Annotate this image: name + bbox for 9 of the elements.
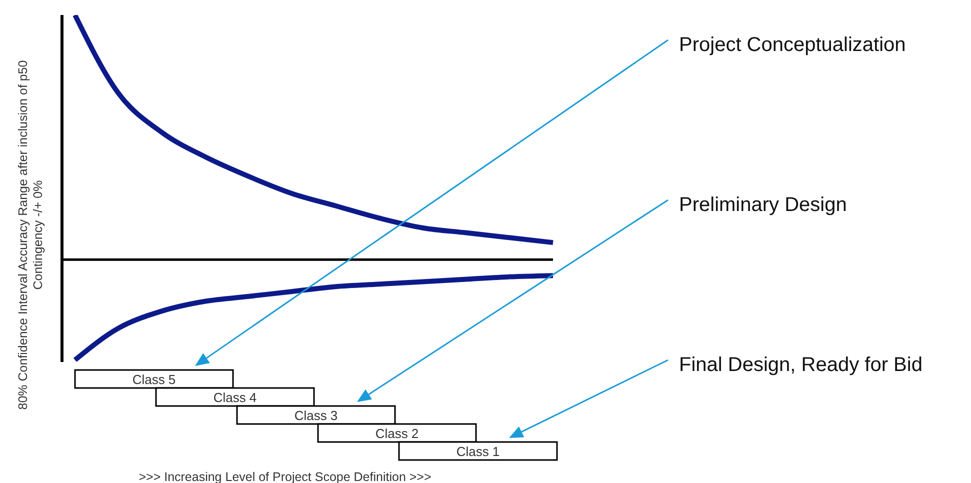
text: Class 5 (132, 372, 176, 387)
text: Class 3 (294, 408, 338, 423)
text: Project Conceptualization (679, 34, 906, 56)
text: Final Design, Ready for Bid (679, 354, 922, 376)
text: Class 2 (375, 426, 419, 441)
y-axis-title: 80% Confidence Interval Accuracy Range after inclusion of p50 Contingency -/+ 0% (16, 60, 45, 410)
text: Class 4 (213, 390, 257, 405)
text: Preliminary Design (679, 194, 847, 216)
text: Class 1 (456, 444, 500, 459)
